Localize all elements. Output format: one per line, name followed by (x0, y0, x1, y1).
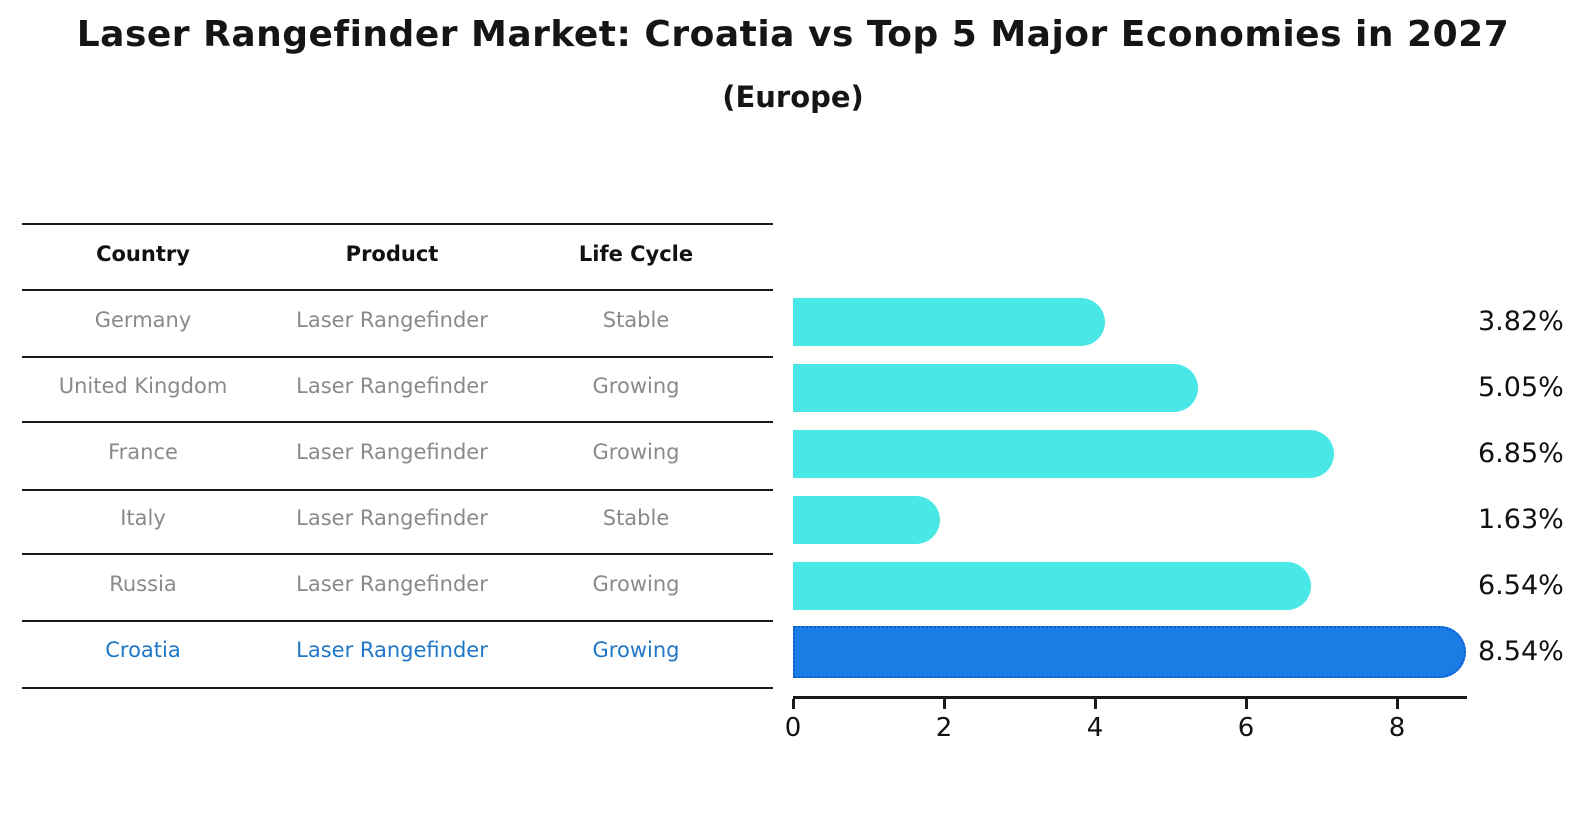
value-label: 5.05% (1478, 372, 1564, 403)
x-tick-mark (1094, 699, 1097, 709)
table-divider (22, 489, 773, 491)
table-divider (22, 356, 773, 358)
cell-country: France (108, 440, 178, 464)
x-tick-label: 2 (935, 713, 953, 743)
x-tick-label: 0 (784, 713, 802, 743)
table-divider (22, 620, 773, 622)
cell-lifecycle: Growing (592, 374, 680, 398)
cell-country: United Kingdom (58, 374, 228, 398)
value-label: 6.85% (1478, 438, 1564, 469)
cell-product: Laser Rangefinder (296, 308, 488, 332)
table-header-country: Country (96, 242, 190, 266)
x-tick-label: 4 (1086, 713, 1104, 743)
x-tick-label: 8 (1388, 713, 1406, 743)
table-divider (22, 421, 773, 423)
bar (793, 364, 1198, 412)
table-header-product: Product (345, 242, 439, 266)
cell-lifecycle: Growing (592, 572, 680, 596)
x-tick-mark (1245, 699, 1248, 709)
cell-product: Laser Rangefinder (296, 638, 488, 662)
cell-product: Laser Rangefinder (296, 374, 488, 398)
bar (793, 430, 1334, 478)
table-divider (22, 553, 773, 555)
cell-country: Germany (94, 308, 192, 332)
cell-product: Laser Rangefinder (296, 506, 488, 530)
bar (793, 496, 940, 544)
x-tick-mark (792, 699, 795, 709)
value-label: 1.63% (1478, 504, 1564, 535)
cell-country: Russia (109, 572, 177, 596)
cell-product: Laser Rangefinder (296, 572, 488, 596)
cell-lifecycle: Stable (602, 506, 670, 530)
bar-highlight (793, 626, 1466, 678)
table-header-life-cycle: Life Cycle (578, 242, 694, 266)
table-divider (22, 687, 773, 689)
bar (793, 298, 1105, 346)
x-tick-mark (943, 699, 946, 709)
chart-title: Laser Rangefinder Market: Croatia vs Top… (76, 14, 1510, 55)
table-divider (22, 289, 773, 291)
x-tick-label: 6 (1237, 713, 1255, 743)
value-label: 8.54% (1478, 636, 1564, 667)
cell-country: Italy (120, 506, 166, 530)
chart-subtitle: (Europe) (722, 80, 864, 114)
cell-lifecycle: Growing (592, 638, 680, 662)
table-divider (22, 223, 773, 225)
x-tick-mark (1396, 699, 1399, 709)
value-label: 3.82% (1478, 306, 1564, 337)
cell-lifecycle: Growing (592, 440, 680, 464)
value-label: 6.54% (1478, 570, 1564, 601)
cell-product: Laser Rangefinder (296, 440, 488, 464)
bar (793, 562, 1311, 610)
cell-lifecycle: Stable (602, 308, 670, 332)
x-axis-line (793, 696, 1467, 699)
cell-country: Croatia (105, 638, 181, 662)
